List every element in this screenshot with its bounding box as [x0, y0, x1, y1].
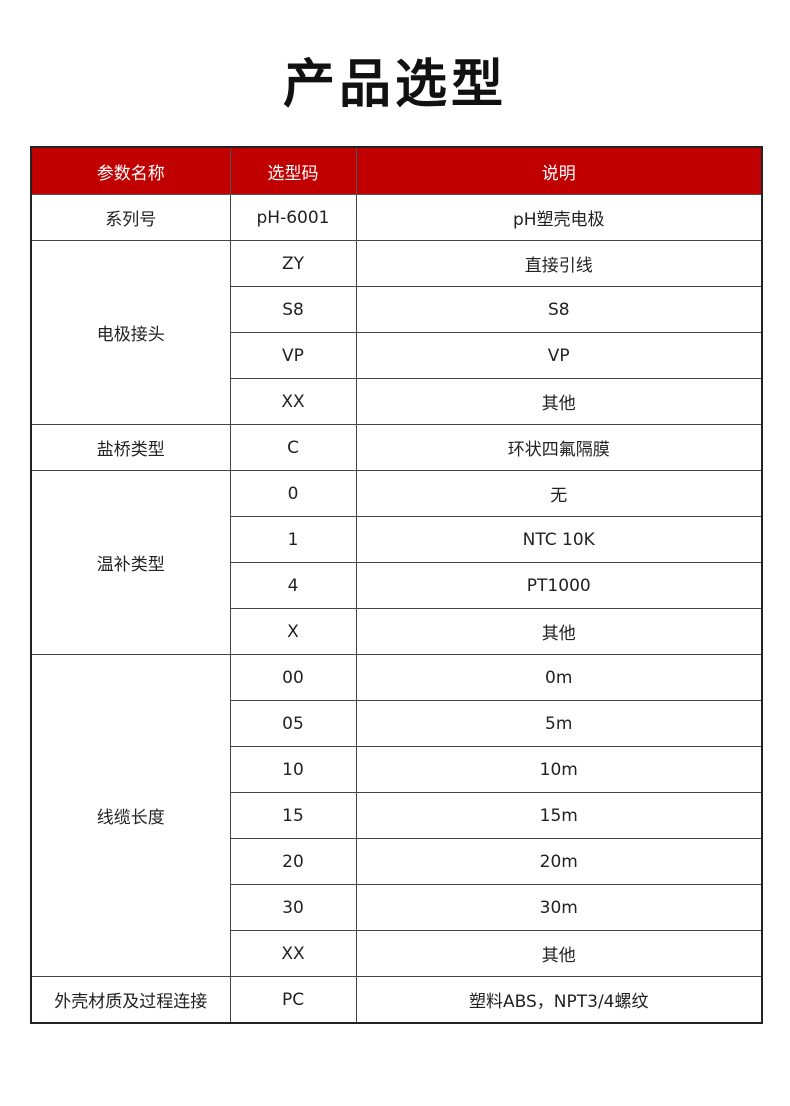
table-row: S8 S8 — [31, 286, 763, 333]
param-name-cell: 线缆长度 — [30, 654, 231, 977]
description-cell: 20m — [355, 838, 763, 885]
description-cell: NTC 10K — [355, 516, 763, 563]
param-name-cell: 电极接头 — [30, 240, 231, 425]
param-name-cell: 系列号 — [30, 194, 231, 241]
table-row: 30 30m — [31, 884, 763, 931]
code-cell: 0 — [229, 470, 357, 517]
description-cell: 直接引线 — [355, 240, 763, 287]
header-code: 选型码 — [229, 146, 357, 195]
code-cell: C — [229, 424, 357, 471]
table-row: 系列号 pH-6001 pH塑壳电极 — [30, 194, 763, 241]
description-cell: 其他 — [355, 930, 763, 977]
table-header: 参数名称 选型码 说明 — [30, 146, 763, 195]
code-cell: 05 — [229, 700, 357, 747]
description-cell: 其他 — [355, 608, 763, 655]
description-cell: 10m — [355, 746, 763, 793]
product-selection-table: 参数名称 选型码 说明 系列号 pH-6001 pH塑壳电极 电极接头 ZY 直接引线 S8… — [30, 146, 763, 1024]
table-row: 15 15m — [31, 792, 763, 839]
description-cell: 30m — [355, 884, 763, 931]
code-cell: XX — [229, 378, 357, 425]
description-cell: 塑料ABS，NPT3/4螺纹 — [355, 976, 763, 1024]
description-cell: PT1000 — [355, 562, 763, 609]
code-cell: 15 — [229, 792, 357, 839]
description-cell: 无 — [355, 470, 763, 517]
table-row: 4 PT1000 — [31, 562, 763, 609]
code-cell: S8 — [229, 286, 357, 333]
header-description: 说明 — [355, 146, 763, 195]
description-cell: 其他 — [355, 378, 763, 425]
table-row: 外壳材质及过程连接 PC 塑料ABS，NPT3/4螺纹 — [30, 976, 763, 1024]
param-name-cell: 盐桥类型 — [30, 424, 231, 471]
table-row: 线缆长度 00 0m — [30, 654, 763, 977]
description-cell: 15m — [355, 792, 763, 839]
table-row: 盐桥类型 C 环状四氟隔膜 — [30, 424, 763, 471]
table-row: X 其他 — [31, 608, 763, 655]
table-row: 1 NTC 10K — [31, 516, 763, 563]
code-cell: VP — [229, 332, 357, 379]
code-cell: 10 — [229, 746, 357, 793]
code-cell: 20 — [229, 838, 357, 885]
page-title: 产品选型 — [282, 55, 507, 115]
code-cell: X — [229, 608, 357, 655]
code-cell: 00 — [229, 654, 357, 701]
code-cell: XX — [229, 930, 357, 977]
code-cell: 1 — [229, 516, 357, 563]
table-row: XX 其他 — [31, 930, 763, 977]
description-cell: 0m — [355, 654, 763, 701]
table-row: 10 10m — [31, 746, 763, 793]
table-row: 温补类型 0 无 — [30, 470, 763, 655]
header-param-name: 参数名称 — [30, 146, 231, 195]
description-cell: 5m — [355, 700, 763, 747]
description-cell: pH塑壳电极 — [355, 194, 763, 241]
code-cell: 30 — [229, 884, 357, 931]
description-cell: S8 — [355, 286, 763, 333]
table-row: 05 5m — [31, 700, 763, 747]
table-row: VP VP — [31, 332, 763, 379]
param-name-cell: 外壳材质及过程连接 — [30, 976, 231, 1024]
description-cell: VP — [355, 332, 763, 379]
code-cell: PC — [229, 976, 357, 1024]
param-name-cell: 温补类型 — [30, 470, 231, 655]
code-cell: ZY — [229, 240, 357, 287]
code-cell: pH-6001 — [229, 194, 357, 241]
code-cell: 4 — [229, 562, 357, 609]
table-row: 电极接头 ZY 直接引线 — [30, 240, 763, 425]
description-cell: 环状四氟隔膜 — [355, 424, 763, 471]
table-row: XX 其他 — [31, 378, 763, 425]
